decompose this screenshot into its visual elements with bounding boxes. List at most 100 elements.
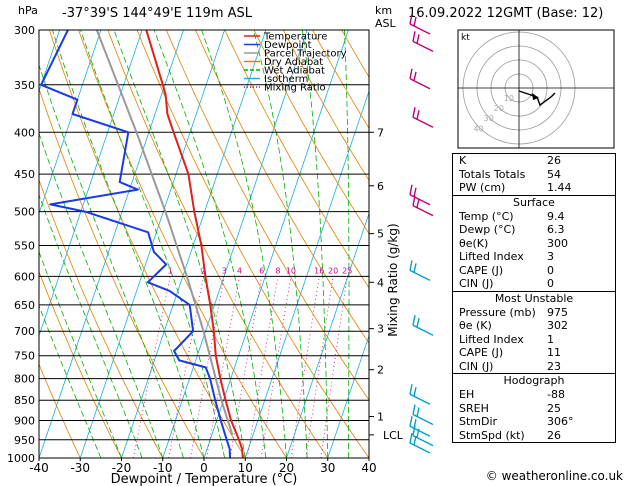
wind-barb [409, 269, 431, 282]
hodograph-value: 25 [547, 401, 561, 415]
pressure-tick-label: 400 [14, 126, 35, 139]
wind-barb-flag [409, 68, 413, 79]
legend-entry: Dry Adiabat [264, 57, 323, 68]
mixing-ratio-line [132, 276, 171, 458]
height-tick-label: 2 [377, 364, 384, 377]
index-value: 26 [547, 154, 561, 167]
x-tick-label: -30 [70, 461, 90, 475]
wind-barb-flag [416, 198, 420, 208]
hodograph-row: SREH 25 [453, 402, 615, 416]
height-tick-label: 5 [377, 228, 384, 241]
unstable-row: Pressure (mb) 975 [453, 306, 615, 320]
legend-entry: Wet Adiabat [264, 66, 325, 77]
legend-entry: Isotherm [264, 74, 308, 85]
surface-label: CAPE (J) [459, 263, 504, 277]
wind-barb-flag [409, 416, 413, 427]
x-axis-label: Dewpoint / Temperature (°C) [111, 472, 298, 486]
x-tick-label: 40 [361, 461, 376, 475]
legend-entry: Parcel Trajectory [264, 49, 347, 60]
pressure-tick-label: 500 [14, 206, 35, 219]
mixing-ratio-label: 20 [328, 266, 338, 275]
hodograph-ring-label: 40 [474, 124, 484, 133]
wind-barb-flag [416, 318, 420, 328]
mixing-ratio-label: 8 [275, 266, 280, 275]
legend-entry: Mixing Ratio [264, 83, 326, 94]
pressure-tick-label: 1000 [7, 452, 35, 465]
x-tick-label: 20 [279, 461, 294, 475]
index-value: 1.44 [547, 181, 572, 194]
hodograph-ring-label: 30 [484, 114, 494, 123]
wind-barb-flag [416, 110, 420, 120]
unstable-label: θe (K) [459, 319, 492, 332]
surface-title: Surface [513, 195, 555, 209]
surface-value: 3 [547, 250, 554, 263]
unstable-label: Lifted Index [459, 332, 524, 346]
index-row: Totals Totals 54 [453, 168, 615, 182]
pressure-tick-label: 750 [14, 350, 35, 363]
plot-frame [38, 29, 370, 459]
surface-label: θe(K) [459, 236, 489, 250]
mixing-ratio-label: 1 [168, 266, 173, 275]
surface-row: θe(K) 300 [453, 237, 615, 251]
surface-value: 9.4 [547, 209, 565, 223]
wind-barb [412, 204, 434, 217]
wind-barb-flag [413, 187, 417, 197]
hodograph-label: StmDir [459, 415, 498, 428]
wind-barb-flag [409, 13, 413, 25]
wind-barb-flag [412, 31, 416, 42]
surface-value: 0 [547, 277, 554, 290]
wind-barb-flag [416, 428, 420, 438]
unstable-title: Most Unstable [494, 291, 574, 305]
unstable-row: CIN (J) 23 [453, 360, 615, 374]
wind-barb [409, 393, 431, 405]
pressure-unit-label: hPa [18, 4, 38, 17]
surface-label: CIN (J) [459, 277, 494, 290]
unstable-row: θe (K) 302 [453, 319, 615, 333]
wind-barb-flag [412, 107, 416, 118]
hodograph-row: StmSpd (kt) 26 [453, 429, 615, 443]
index-label: K [459, 154, 467, 167]
wet-adiabat-line [39, 304, 102, 458]
index-value: 54 [547, 167, 561, 181]
hodograph-storm-arrow [532, 93, 539, 100]
dry-adiabat-line [253, 30, 369, 235]
surface-value: 300 [547, 236, 568, 250]
x-tick-label: 30 [320, 461, 335, 475]
hodograph-label: SREH [459, 401, 489, 415]
pressure-tick-label: 300 [14, 24, 35, 37]
index-row: PW (cm) 1.44 [453, 181, 615, 195]
isotherm-line [244, 89, 369, 458]
surface-value: 6.3 [547, 223, 565, 236]
surface-section: Surface Temp (°C) 9.4 Dewp (°C) 6.3 θe(K) 300… [453, 194, 615, 291]
isotherm-line [162, 30, 308, 458]
wind-barb [412, 40, 434, 52]
pressure-tick-label: 650 [14, 299, 35, 312]
index-label: Totals Totals [459, 167, 526, 181]
hodograph-unit-label: kt [461, 33, 470, 43]
unstable-value: 302 [547, 319, 568, 332]
surface-value: 0 [547, 263, 554, 277]
hodograph-label: EH [459, 388, 475, 401]
x-tick-label: -10 [153, 461, 173, 475]
wind-barb-flag [412, 315, 416, 326]
wind-barb [409, 194, 431, 206]
hodograph-row: EH -88 [453, 388, 615, 402]
wind-barb-flag [412, 195, 416, 206]
surface-row: Temp (°C) 9.4 [453, 210, 615, 224]
dry-adiabat-line [195, 30, 369, 344]
index-row: K 26 [453, 154, 615, 168]
legend-entry: Dewpoint [264, 40, 312, 51]
indices-panel: K 26 Totals Totals 54 PW (cm) 1.44 Surface Te… [452, 153, 616, 443]
copyright: © weatheronline.co.uk [485, 469, 623, 483]
pressure-tick-label: 700 [14, 325, 35, 338]
index-label: PW (cm) [459, 181, 506, 194]
isotherm-line [203, 30, 349, 458]
dewpoint-line [40, 30, 231, 458]
mixing-ratio-axis-label: Mixing Ratio (g/kg) [386, 223, 400, 336]
hodograph-label: StmSpd (kt) [459, 428, 525, 442]
mixing-ratio-label: 3 [222, 266, 227, 275]
location-title: -37°39'S 144°49'E 119m ASL [62, 6, 253, 21]
height-unit-label: km [375, 4, 392, 17]
height-tick-label: 3 [377, 323, 384, 336]
